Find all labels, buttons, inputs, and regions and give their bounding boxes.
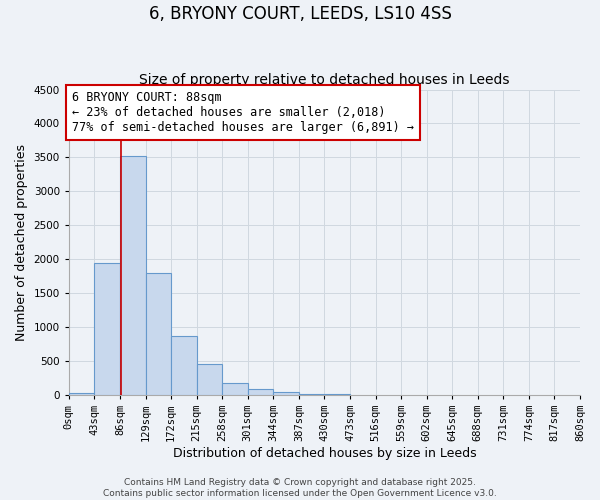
X-axis label: Distribution of detached houses by size in Leeds: Distribution of detached houses by size …: [173, 447, 476, 460]
Text: Contains HM Land Registry data © Crown copyright and database right 2025.
Contai: Contains HM Land Registry data © Crown c…: [103, 478, 497, 498]
Y-axis label: Number of detached properties: Number of detached properties: [15, 144, 28, 340]
Bar: [273, 392, 299, 395]
Bar: [146, 273, 171, 395]
Bar: [325, 394, 350, 395]
Text: 6, BRYONY COURT, LEEDS, LS10 4SS: 6, BRYONY COURT, LEEDS, LS10 4SS: [149, 5, 451, 23]
Bar: [248, 389, 273, 395]
Text: 6 BRYONY COURT: 88sqm
← 23% of detached houses are smaller (2,018)
77% of semi-d: 6 BRYONY COURT: 88sqm ← 23% of detached …: [72, 91, 414, 134]
Bar: [120, 156, 146, 395]
Bar: [94, 262, 120, 395]
Bar: [222, 383, 248, 395]
Bar: [69, 393, 94, 395]
Bar: [197, 364, 222, 395]
Title: Size of property relative to detached houses in Leeds: Size of property relative to detached ho…: [139, 73, 509, 87]
Bar: [171, 336, 197, 395]
Bar: [299, 394, 325, 395]
